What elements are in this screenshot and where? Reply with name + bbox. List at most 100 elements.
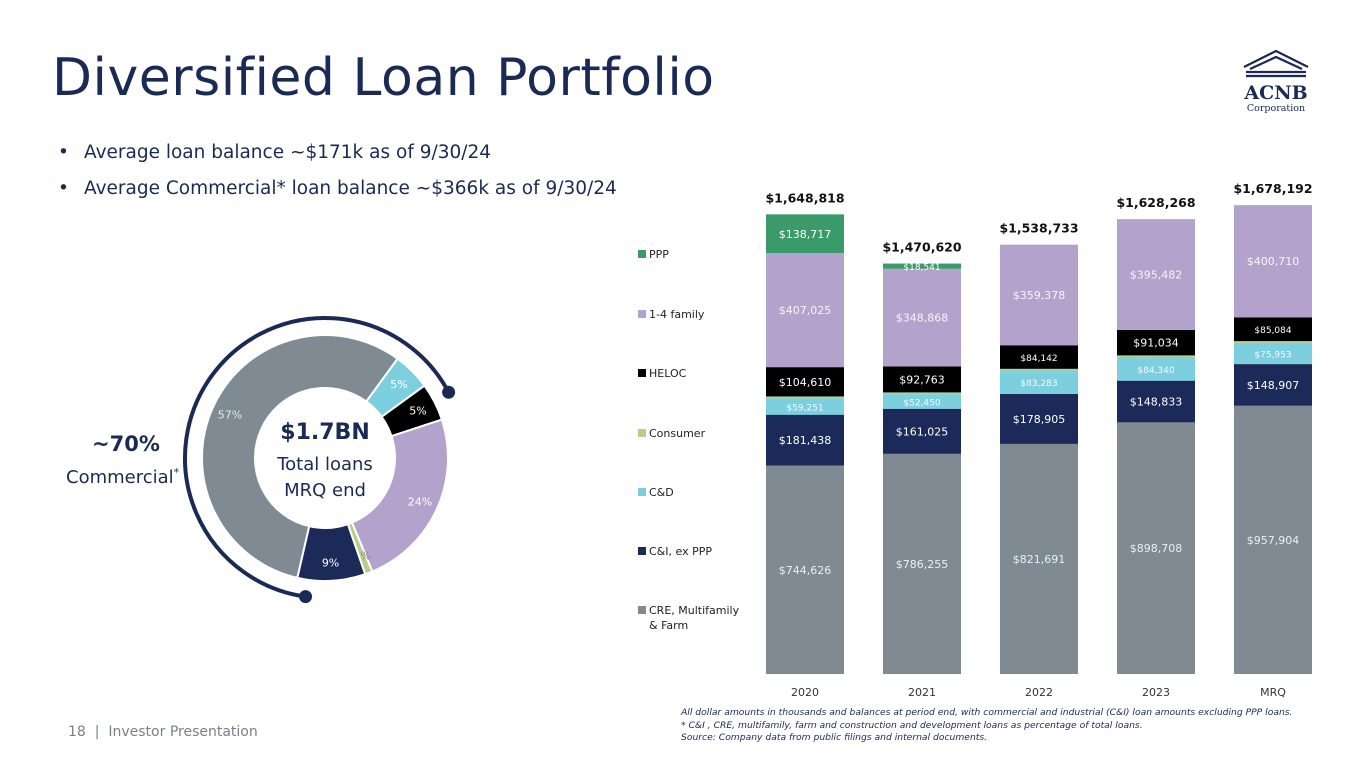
donut-center-line1: Total loans (277, 454, 373, 475)
bar-segment (1000, 244, 1078, 346)
bar-segment (1117, 355, 1195, 358)
bar-segment (1117, 422, 1195, 674)
bar-segment (1000, 368, 1078, 371)
bullet-list: • Average loan balance ~$171k as of 9/30… (58, 134, 617, 206)
bar-segment (883, 453, 961, 674)
donut-center-line2: MRQ end (284, 480, 366, 501)
bar-segment (766, 253, 844, 368)
bar-data-label: $148,907 (1247, 379, 1300, 392)
bullet-text: Average loan balance ~$171k as of 9/30/2… (84, 141, 492, 163)
bullet-item: • Average Commercial* loan balance ~$366… (58, 170, 617, 206)
commercial-label-text: Commercial (66, 467, 174, 488)
donut-slice-label: 5% (390, 378, 407, 391)
bar-segment (1234, 341, 1312, 343)
bar-segment (766, 398, 844, 415)
bullet-dot: • (58, 177, 69, 199)
bar-data-label: $92,763 (899, 373, 945, 386)
legend-label: HELOC (649, 367, 687, 380)
arc-end-dot (442, 385, 456, 399)
bar-data-label: $84,142 (1020, 354, 1057, 364)
bar-segment (883, 394, 961, 409)
page-number: 18 (68, 724, 86, 740)
bar-total-label: $1,470,620 (882, 240, 961, 255)
bar-segment (883, 392, 961, 395)
arc-end-dot (299, 590, 313, 604)
legend-swatch (638, 547, 646, 555)
donut-slice-label: 57% (218, 409, 242, 422)
donut-slice (201, 334, 399, 580)
donut-slice-label: 24% (408, 495, 432, 508)
bar-data-label: $178,905 (1013, 413, 1066, 426)
legend-label: 1-4 family (649, 308, 705, 321)
footer: 18 | Investor Presentation (68, 724, 258, 740)
legend-label: C&D (649, 486, 674, 499)
bar-segment (1117, 357, 1195, 381)
bar-segment (883, 268, 961, 367)
bar-segment (1234, 405, 1312, 674)
bar-total-label: $1,628,268 (1116, 195, 1195, 210)
x-tick-label: 2022 (1025, 686, 1053, 699)
bar-segment (1000, 443, 1078, 674)
bar-data-label: $104,610 (779, 376, 832, 389)
bar-total-label: $1,648,818 (765, 190, 844, 205)
bar-segment (1234, 317, 1312, 342)
footnote-line: All dollar amounts in thousands and bala… (681, 707, 1293, 718)
bar-data-label: $744,626 (779, 564, 832, 577)
x-tick-label: 2023 (1142, 686, 1170, 699)
bar-total-label: $1,678,192 (1233, 181, 1312, 196)
bar-segment (1000, 370, 1078, 394)
acnb-logo: ACNB Corporation (1243, 49, 1309, 114)
commercial-label: Commercial* (66, 466, 179, 488)
x-tick-label: 2021 (908, 686, 936, 699)
footer-separator: | (90, 724, 104, 740)
bar-data-label: $75,953 (1254, 350, 1291, 360)
bar-data-label: $359,378 (1013, 289, 1066, 302)
bar-segment (766, 414, 844, 466)
bar-data-label: $786,255 (896, 558, 949, 571)
bar-data-label: $52,450 (903, 398, 940, 408)
bar-data-label: $138,717 (779, 228, 832, 241)
bar-segment (766, 465, 844, 674)
donut-slice-label: 5% (409, 404, 426, 417)
footnotes: All dollar amounts in thousands and bala… (681, 707, 1292, 745)
footnote-line: * C&I , CRE, multifamily, farm and const… (681, 719, 1143, 731)
bullet-text: Average Commercial* loan balance ~$366k … (84, 177, 617, 199)
legend-label: C&I, ex PPP (649, 545, 712, 558)
bar-segment (1117, 329, 1195, 356)
footnote-line: Source: Company data from public filings… (681, 732, 988, 743)
donut-center-total: $1.7BN (280, 420, 370, 445)
bar-data-label: $59,251 (786, 403, 823, 413)
legend-swatch (638, 310, 646, 318)
legend-swatch (638, 429, 646, 437)
bar-data-label: $161,025 (896, 425, 949, 438)
bullet-dot: • (58, 141, 69, 163)
bullet-item: • Average loan balance ~$171k as of 9/30… (58, 134, 617, 170)
legend-label: & Farm (649, 619, 688, 632)
commercial-percent: ~70% (92, 432, 160, 456)
bar-data-label: $85,084 (1254, 326, 1291, 336)
bar-segment (766, 214, 844, 254)
bar-total-label: $1,538,733 (999, 221, 1078, 236)
x-tick-label: MRQ (1260, 686, 1286, 699)
bar-segment (766, 396, 844, 399)
legend-swatch (638, 250, 646, 258)
donut-center-caption: Total loans MRQ end (260, 452, 390, 504)
bar-segment (883, 408, 961, 454)
bar-data-label: $83,283 (1020, 379, 1057, 389)
bar-data-label: $821,691 (1013, 553, 1066, 566)
page-title: Diversified Loan Portfolio (52, 48, 715, 108)
logo-name: ACNB (1243, 82, 1307, 104)
bar-segment (1000, 393, 1078, 444)
donut-slice (350, 418, 449, 573)
legend-swatch (638, 606, 646, 614)
bar-segment (1117, 219, 1195, 330)
bar-data-label: $957,904 (1247, 534, 1300, 547)
bar-segment (766, 367, 844, 397)
bar-data-label: $395,482 (1130, 269, 1183, 282)
bar-data-label: $898,708 (1130, 542, 1183, 555)
bar-data-label: $91,034 (1133, 337, 1179, 350)
footer-label: Investor Presentation (108, 724, 258, 740)
bar-data-label: $84,340 (1137, 366, 1174, 376)
